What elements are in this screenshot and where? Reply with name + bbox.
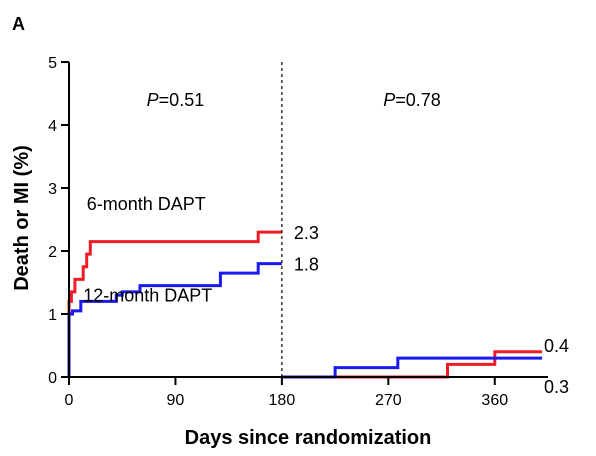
landmark-value-label-1: 2.3 bbox=[294, 223, 319, 243]
series-line-2-segment-1 bbox=[67, 262, 282, 377]
p-value-annotation-2: P=0.78 bbox=[383, 90, 441, 110]
panel-label: A bbox=[12, 14, 25, 34]
y-tick-label: 2 bbox=[48, 244, 57, 261]
y-tick-label: 3 bbox=[48, 181, 57, 198]
landmark-value-label-2: 1.8 bbox=[294, 255, 319, 275]
x-tick-label: 0 bbox=[65, 392, 74, 409]
x-tick-label: 270 bbox=[375, 392, 402, 409]
y-tick-label: 1 bbox=[48, 307, 57, 324]
y-tick-label: 5 bbox=[48, 55, 57, 72]
x-tick-label: 180 bbox=[269, 392, 296, 409]
series-line-1-segment-2 bbox=[281, 350, 543, 379]
series-label-2: 12-month DAPT bbox=[83, 285, 212, 305]
p-value-annotation-1: P=0.51 bbox=[147, 90, 205, 110]
x-tick-label: 90 bbox=[167, 392, 185, 409]
y-tick-label: 0 bbox=[48, 370, 57, 387]
x-axis-title: Days since randomization bbox=[185, 427, 432, 449]
x-tick-label: 360 bbox=[481, 392, 508, 409]
final-value-label-1: 0.4 bbox=[544, 336, 569, 356]
y-tick-label: 4 bbox=[48, 118, 57, 135]
plot-area: 0 1 2 3 4 5 0 90 180 270 360 P=0.51 P=0.78 6-month DA… bbox=[48, 55, 569, 409]
y-axis-title: Death or MI (%) bbox=[11, 145, 33, 291]
series-label-1: 6-month DAPT bbox=[87, 194, 206, 214]
final-value-label-2: 0.3 bbox=[544, 377, 569, 397]
series-line-2-segment-2 bbox=[281, 356, 543, 379]
series-line-1-segment-1 bbox=[67, 230, 282, 377]
